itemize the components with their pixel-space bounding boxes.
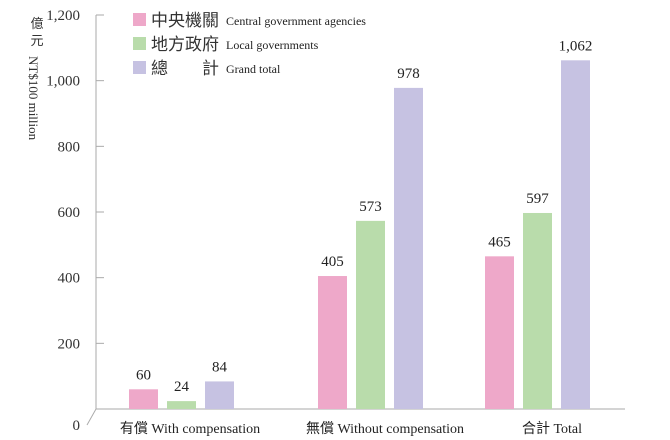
bar [205,381,234,409]
data-label: 84 [212,359,228,375]
y-tick-label: 200 [58,336,81,352]
legend-swatch [133,13,146,26]
y-axis-label-zh: 元 [30,34,43,49]
axis-corner-line [86,408,97,426]
bar [318,276,347,409]
legend-swatch [133,37,146,50]
data-label: 465 [488,234,511,250]
data-label: 978 [397,66,420,82]
category-label: 合計 Total [522,421,582,437]
y-tick-label: 600 [58,205,81,221]
legend-label-zh: 中央機關 [151,11,219,31]
bar [523,212,552,409]
y-tick-label: 1,000 [46,74,80,90]
category-label: 無償 Without compensation [306,421,464,437]
legend-label-en: Local governments [226,38,319,52]
y-tick-label: 0 [73,418,81,434]
bar [485,256,514,409]
bar [129,389,158,409]
legend-label-en: Central government agencies [226,14,366,28]
bar [561,60,590,410]
data-label: 60 [136,367,151,383]
data-label: 597 [526,191,549,207]
legend-label-zh: 地方政府 [151,35,219,55]
bar [394,87,423,409]
category-label: 有償 With compensation [120,421,260,437]
data-label: 573 [359,199,382,215]
data-label: 1,062 [559,38,593,54]
legend-label-en: Grand total [226,62,281,76]
y-tick-label: 800 [58,139,81,155]
bar [356,220,385,409]
legend-label-zh: 總 計 [151,59,219,79]
y-axis-label-zh: 億 [30,16,43,32]
bar [167,401,196,409]
y-tick-label: 400 [58,271,81,287]
data-label: 24 [174,379,190,395]
y-axis-label-en: NT$100 million [26,56,41,141]
y-tick-label: 1,200 [46,8,80,24]
data-label: 405 [321,254,344,270]
legend-swatch [133,61,146,74]
